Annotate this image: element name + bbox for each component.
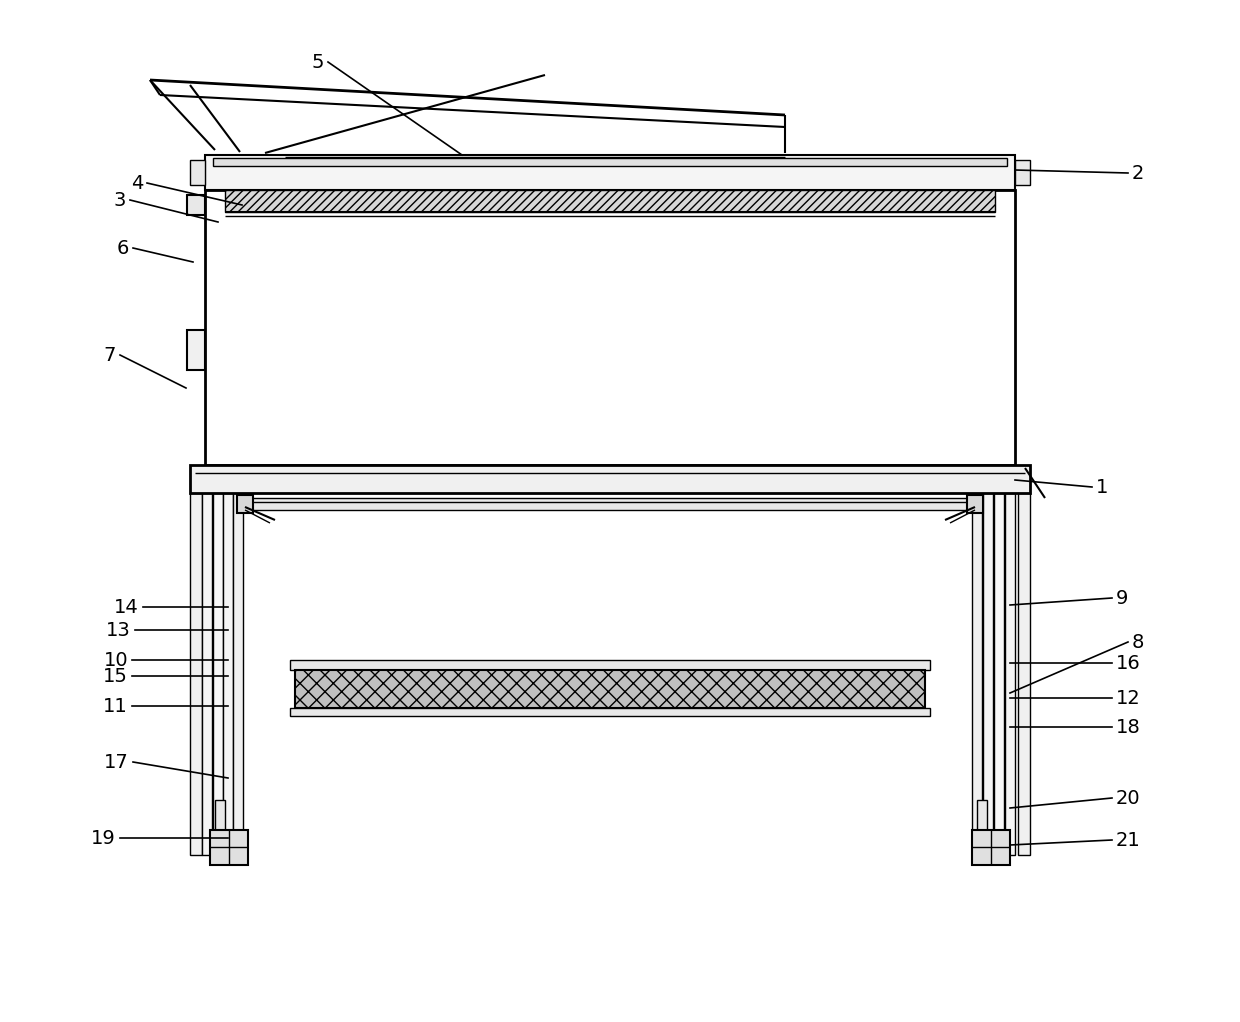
Text: 17: 17 xyxy=(104,752,129,772)
Text: 12: 12 xyxy=(1116,689,1141,707)
Bar xyxy=(290,660,930,670)
Text: 4: 4 xyxy=(130,174,143,192)
Bar xyxy=(187,330,205,370)
Text: 3: 3 xyxy=(114,190,126,210)
Bar xyxy=(215,800,224,830)
Bar xyxy=(290,708,930,716)
Text: 7: 7 xyxy=(104,345,117,365)
Text: 15: 15 xyxy=(103,666,128,686)
Text: 18: 18 xyxy=(1116,717,1141,737)
Bar xyxy=(243,498,977,510)
Bar xyxy=(223,493,233,855)
Text: 21: 21 xyxy=(1116,831,1141,849)
Text: 2: 2 xyxy=(1132,164,1145,183)
Bar xyxy=(237,495,253,513)
Bar xyxy=(1016,160,1030,185)
Bar xyxy=(213,493,223,855)
Bar xyxy=(187,195,205,215)
Bar xyxy=(972,493,982,855)
Bar xyxy=(205,190,1016,465)
Text: 9: 9 xyxy=(1116,589,1128,607)
Bar xyxy=(994,493,1004,855)
Bar xyxy=(213,158,1007,166)
Bar xyxy=(190,160,205,185)
Bar xyxy=(202,493,212,855)
Bar xyxy=(210,830,248,865)
Text: 14: 14 xyxy=(114,598,139,616)
Text: 13: 13 xyxy=(107,620,131,640)
Bar xyxy=(967,495,983,513)
Text: 5: 5 xyxy=(311,52,324,72)
Bar xyxy=(977,800,987,830)
Text: 1: 1 xyxy=(1096,477,1109,497)
Text: 10: 10 xyxy=(103,650,128,669)
Text: 19: 19 xyxy=(92,829,117,847)
Bar xyxy=(1018,493,1030,855)
Bar xyxy=(295,670,925,708)
Bar xyxy=(190,465,1030,493)
Text: 8: 8 xyxy=(1132,633,1145,651)
Text: 16: 16 xyxy=(1116,653,1141,672)
Bar xyxy=(1004,493,1016,855)
Bar xyxy=(205,155,1016,190)
Bar xyxy=(190,493,202,855)
Text: 6: 6 xyxy=(117,238,129,258)
Bar xyxy=(972,830,1011,865)
Bar xyxy=(983,493,993,855)
Text: 11: 11 xyxy=(103,697,128,715)
Bar xyxy=(233,493,243,855)
Text: 20: 20 xyxy=(1116,789,1141,807)
Bar xyxy=(224,190,994,212)
